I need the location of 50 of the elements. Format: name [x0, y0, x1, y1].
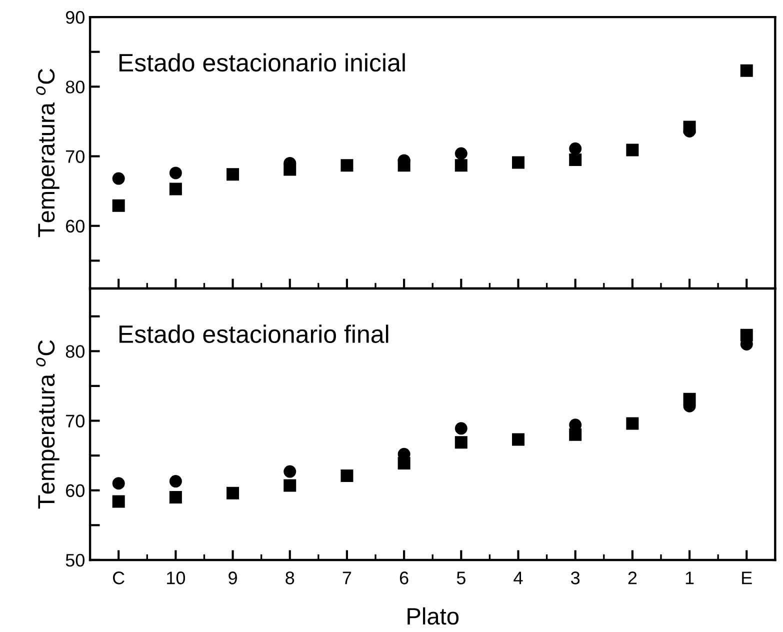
point	[112, 477, 125, 490]
point	[226, 168, 240, 181]
y-tick-label: 70	[66, 150, 84, 163]
point	[626, 144, 639, 156]
y-tick-label: 60	[66, 220, 84, 233]
point	[569, 142, 582, 155]
point	[569, 153, 582, 166]
x-tick-label: 6	[400, 572, 408, 584]
y-tick-label: 80	[66, 80, 84, 94]
y-tick-label: 80	[66, 345, 84, 358]
point	[340, 469, 354, 482]
x-axis-title: Plato	[408, 607, 459, 625]
x-tick-label: 3	[571, 572, 580, 584]
point	[340, 159, 354, 172]
point	[454, 436, 468, 449]
point	[169, 182, 182, 196]
point	[284, 465, 296, 478]
point	[226, 486, 240, 500]
point	[454, 422, 468, 435]
point	[169, 166, 182, 180]
x-tick-label: 2	[628, 572, 637, 584]
x-tick-label: 9	[228, 572, 237, 584]
x-tick-label: 1	[686, 572, 694, 584]
y-tick-label: 70	[66, 414, 84, 428]
y-tick-label: 90	[66, 11, 84, 24]
point	[512, 433, 524, 446]
x-tick-label: 4	[514, 572, 523, 584]
annotation: Estado estacionario final	[120, 324, 388, 344]
point	[740, 64, 753, 77]
y-axis-title: Temperatura $^{o}$C	[36, 68, 60, 238]
x-tick-label: 10	[167, 572, 186, 584]
x-tick-label: 8	[286, 572, 294, 584]
point	[454, 159, 468, 172]
point	[626, 417, 639, 430]
point	[112, 172, 125, 185]
point	[169, 491, 182, 504]
x-tick-label: C	[112, 572, 124, 584]
point	[169, 475, 182, 488]
point	[512, 156, 524, 169]
annotation: Estado estacionario inicial	[120, 53, 405, 72]
y-tick-label: 50	[66, 554, 84, 567]
y-axis-title: Temperatura $^{o}$C	[36, 340, 60, 509]
x-tick-label: 7	[342, 572, 352, 584]
point	[112, 495, 125, 508]
x-tick-label: E	[742, 572, 752, 584]
point	[112, 199, 125, 212]
x-tick-label: 5	[456, 572, 466, 584]
point	[454, 147, 468, 160]
point	[284, 479, 296, 492]
y-tick-label: 60	[66, 484, 84, 498]
